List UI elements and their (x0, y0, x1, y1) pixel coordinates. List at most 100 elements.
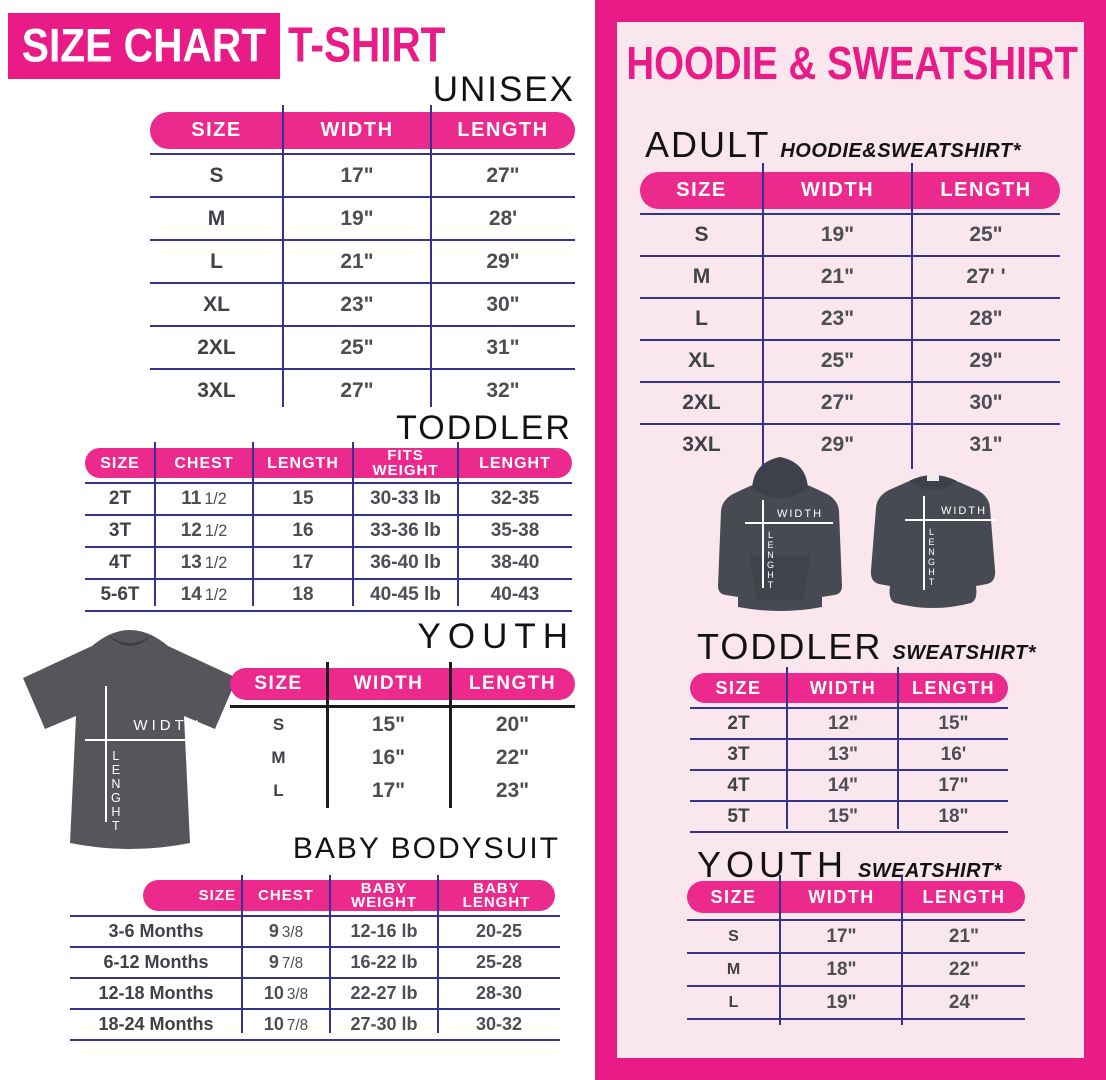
garment-pocket (750, 556, 810, 600)
table-divider (779, 875, 781, 1025)
cell-weight: 30-33 lb (370, 488, 441, 509)
col-header-chest: CHEST (174, 454, 234, 472)
cell-chest-fraction: 1/2 (204, 522, 228, 540)
cell-size: S (209, 163, 224, 187)
cell-width: 27" (340, 378, 374, 402)
col-header-length: LENGTH (940, 179, 1032, 201)
garment-body (718, 481, 842, 611)
section-heading-youth: YOUTH (417, 617, 575, 656)
sweatshirt-silhouette (870, 475, 996, 608)
col-header-width: WIDTH (809, 677, 877, 698)
cell-length: 16 (292, 520, 314, 541)
table-header: SIZE WIDTH LENGTH (640, 172, 1060, 209)
tshirt-title-text: T-SHIRT (288, 18, 446, 73)
cell-width: 17" (826, 925, 857, 947)
garment-collar (107, 634, 153, 646)
table-divider (252, 442, 254, 606)
cell-size: 3-6 Months (108, 921, 204, 941)
col-header-width: WIDTH (353, 673, 424, 694)
hoodie-sweatshirt-panel-inner: HOODIE & SWEATSHIRT ADULT HOODIE&SWEATSH… (617, 22, 1084, 1058)
cell-width: 14" (827, 774, 859, 796)
table-divider (897, 667, 899, 829)
cell-size: XL (203, 292, 230, 316)
cell-chest-fraction: 7/8 (286, 1017, 309, 1034)
cell-chest: 9 3/8 (269, 921, 303, 942)
cell-weight: 27-30 lb (350, 1014, 418, 1034)
table-divider (329, 875, 331, 1033)
col-header-size: SIZE (100, 454, 140, 472)
cell-size: 4T (108, 552, 132, 573)
cell-length: 28' (488, 206, 518, 230)
cell-size: M (271, 747, 286, 767)
width-label: WIDTH (133, 717, 203, 734)
cell-width: 13" (827, 743, 859, 765)
cell-chest: 11 1/2 (181, 488, 227, 510)
table-row: XL 25" 29" (640, 339, 1060, 381)
table-row: 3T 12 1/2 16 33-36 lb 35-38 (85, 514, 572, 546)
cell-length: 15" (938, 712, 969, 734)
table-divider (457, 442, 459, 606)
youth-size-table: SIZE WIDTH LENGTH S 15" 20" M 16" 22" L … (230, 662, 575, 808)
cell-size: S (272, 714, 285, 734)
table-row: S 19" 25" (640, 213, 1060, 255)
width-label: WIDTH (940, 505, 988, 517)
hoodie-sweatshirt-panel: HOODIE & SWEATSHIRT ADULT HOODIE&SWEATSH… (595, 0, 1106, 1080)
cell-lenght: 30-32 (475, 1014, 523, 1034)
table-divider (241, 875, 243, 1033)
cell-chest-whole: 9 (268, 952, 279, 972)
table-row: M 19" 28' (150, 196, 575, 239)
col-header-size: SIZE (191, 119, 242, 141)
table-divider (762, 163, 764, 469)
cell-width: 25" (340, 335, 374, 359)
cell-size: 2T (108, 488, 132, 509)
cell-width: 23" (820, 307, 855, 330)
cell-size: 2T (727, 712, 750, 734)
cell-length: 27" (486, 163, 520, 187)
cell-width: 23" (340, 292, 374, 316)
table-row: 3-6 Months 9 3/8 12-16 lb 20-25 (70, 915, 560, 946)
unisex-size-table: SIZE WIDTH LENGTH S 17" 27" M 19" 28' L … (150, 105, 575, 411)
cell-chest-fraction: 1/2 (204, 554, 228, 572)
cell-size: 18-24 Months (98, 1014, 214, 1034)
length-measure-line (923, 496, 925, 590)
cell-chest-whole: 10 (263, 1014, 284, 1034)
panel-title-text: HOODIE & SWEATSHIRT (626, 38, 1078, 90)
cell-size: 3T (108, 520, 132, 541)
col-header-size: SIZE (715, 677, 762, 698)
cell-lenght: 28-30 (475, 983, 523, 1003)
panel-title: HOODIE & SWEATSHIRT (617, 39, 1084, 90)
cell-lenght: 38-40 (490, 552, 540, 573)
cell-length: 25" (969, 223, 1003, 246)
col-header-length: LENGTH (457, 119, 549, 141)
cell-chest-fraction: 3/8 (286, 986, 309, 1003)
table-row: 2T 12" 15" (690, 707, 1008, 738)
cell-size: S (694, 223, 709, 246)
col-header-width: WIDTH (808, 886, 875, 907)
length-measure-line (105, 686, 107, 822)
section-heading-baby-bodysuit: BABY BODYSUIT (292, 832, 560, 865)
cell-weight: 33-36 lb (370, 520, 441, 541)
width-measure-line (905, 519, 997, 521)
table-row: 6-12 Months 9 7/8 16-22 lb 25-28 (70, 946, 560, 977)
table-row: M 16" 22" (230, 741, 575, 774)
table-header: SIZE WIDTH LENGTH (230, 668, 575, 700)
section-heading-unisex: UNISEX (432, 70, 575, 109)
cell-size: XL (688, 349, 715, 372)
cell-length: 22" (495, 745, 530, 769)
table-row: S 17" 21" (687, 919, 1025, 952)
cell-size: 6-12 Months (103, 952, 209, 972)
table-row: 2XL 25" 31" (150, 325, 575, 368)
hoodie-silhouette (718, 457, 842, 611)
cell-length: 28" (969, 307, 1003, 330)
col-header-length: LENGTH (267, 454, 339, 472)
col-header-fits-weight: FITS WEIGHT (372, 447, 439, 479)
garment-hood (752, 457, 808, 498)
toddler-subheading: SWEATSHIRT* (892, 642, 1037, 664)
cell-width: 19" (826, 991, 857, 1013)
cell-chest-fraction: 7/8 (281, 955, 304, 972)
table-row: S 15" 20" (230, 708, 575, 741)
cell-length: 16' (940, 743, 967, 765)
